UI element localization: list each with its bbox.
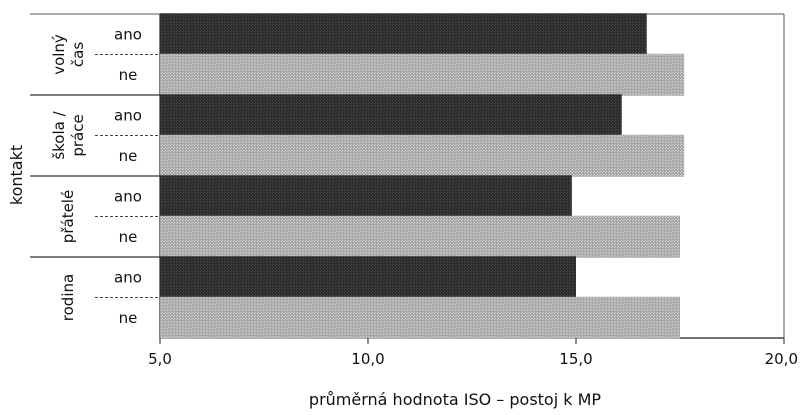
bar-ano (160, 13, 647, 56)
group-label: přátelé (59, 190, 77, 243)
bar-ne (160, 296, 680, 339)
category-labels: volnýčas ano ne škola /práce ano ne přátelé ano… (50, 25, 142, 327)
x-tick-label: 10,0 (351, 350, 384, 368)
group-label: volnýčas (50, 34, 87, 75)
bar-label: ne (119, 147, 138, 165)
group-label-line: přátelé (59, 190, 77, 243)
bar-label: ano (114, 187, 142, 205)
bar-ne (160, 134, 685, 177)
group-label: rodina (59, 274, 77, 321)
bar-ano (160, 94, 622, 137)
group-label-line: práce (69, 114, 87, 156)
bar-label: ano (114, 268, 142, 286)
bar-label: ne (119, 66, 138, 84)
bar-ne (160, 215, 680, 258)
bar-label: ne (119, 309, 138, 327)
x-tick-label: 5,0 (148, 350, 172, 368)
bar-ano (160, 175, 572, 218)
group-label-line: škola / (50, 110, 68, 159)
group-label-line: volný (50, 34, 68, 75)
bar-ne (160, 53, 685, 96)
bar-label: ano (114, 25, 142, 43)
bar-label: ne (119, 228, 138, 246)
x-tick-label: 15,0 (559, 350, 592, 368)
bar-label: ano (114, 106, 142, 124)
group-label-line: čas (69, 42, 87, 67)
group-label-line: rodina (59, 274, 77, 321)
bar-ano (160, 256, 576, 299)
bars-group (160, 13, 685, 339)
group-label: škola /práce (50, 110, 87, 159)
x-axis-title: průměrná hodnota ISO – postoj k MP (309, 390, 601, 409)
y-axis-title: kontakt (7, 145, 26, 205)
x-axis-ticks: 5,0 10,0 15,0 20,0 (148, 338, 798, 368)
x-tick-label: 20,0 (765, 350, 798, 368)
